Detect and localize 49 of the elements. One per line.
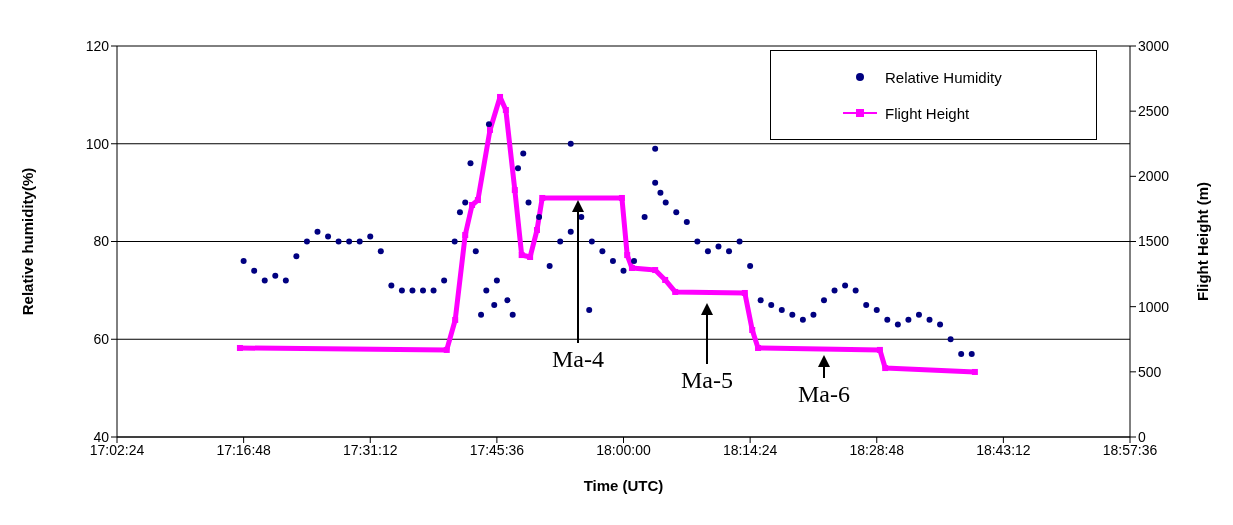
y2-axis-title: Flight Height (m) <box>1194 181 1212 302</box>
point <box>755 344 762 351</box>
point <box>497 93 504 100</box>
x-axis-title: Time (UTC) <box>583 477 664 494</box>
point <box>462 231 469 238</box>
point <box>474 197 481 204</box>
x-tick-label: 18:43:12 <box>976 441 1031 458</box>
point <box>511 187 518 194</box>
y-tick-label: 80 <box>93 233 110 250</box>
x-tick-label: 18:28:48 <box>849 441 905 458</box>
x-tick-label: 17:16:48 <box>216 441 272 458</box>
point <box>487 126 494 133</box>
legend-label: Relative Humidity <box>885 68 1002 86</box>
point <box>539 194 546 201</box>
point <box>533 227 540 234</box>
y-axis-title: Relative humidity(%) <box>19 167 37 316</box>
point <box>452 316 459 323</box>
point <box>741 289 748 296</box>
point <box>628 264 635 271</box>
y2-tick-label: 1500 <box>1138 233 1170 250</box>
x-tick-label: 17:45:36 <box>469 441 525 458</box>
y2-tick-label: 2000 <box>1138 168 1170 185</box>
y-tick-label: 100 <box>85 135 110 152</box>
point <box>672 288 679 295</box>
point <box>236 344 243 351</box>
point <box>443 346 450 353</box>
point <box>527 254 534 261</box>
legend-label: Flight Height <box>885 104 970 122</box>
y2-tick-label: 3000 <box>1138 37 1170 54</box>
x-tick-label: 17:31:12 <box>343 441 398 458</box>
point <box>882 365 889 372</box>
y2-tick-label: 1000 <box>1138 298 1170 315</box>
annotation: Ma-4 <box>552 346 604 372</box>
point <box>876 346 883 353</box>
y-tick-label: 120 <box>85 37 110 54</box>
y2-tick-label: 2500 <box>1138 103 1170 120</box>
x-tick-label: 18:00:00 <box>596 441 651 458</box>
annotation: Ma-5 <box>681 367 733 393</box>
point <box>971 368 978 375</box>
point <box>469 202 476 209</box>
point <box>749 327 756 333</box>
y-tick-label: 60 <box>93 331 110 348</box>
point <box>502 106 509 113</box>
y2-tick-label: 500 <box>1138 363 1162 380</box>
point <box>662 276 669 283</box>
point <box>624 252 631 259</box>
point <box>652 267 659 274</box>
x-tick-label: 18:14:24 <box>722 441 778 458</box>
annotation: Ma-6 <box>798 381 850 407</box>
